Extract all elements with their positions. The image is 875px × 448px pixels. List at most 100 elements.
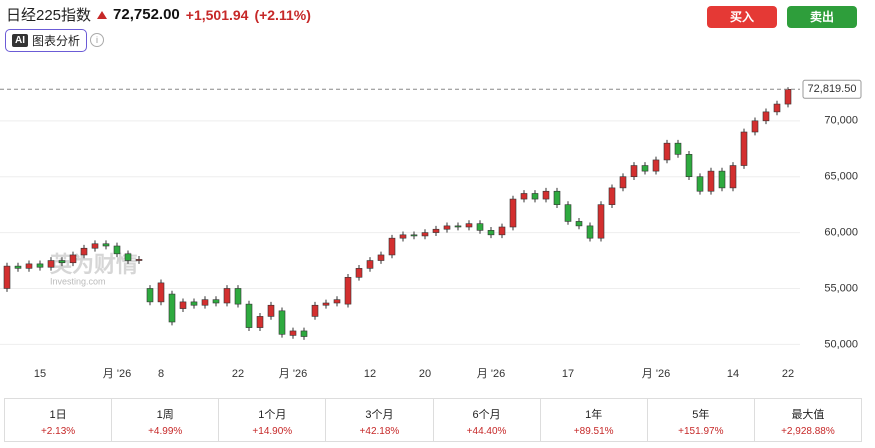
candle-body	[773, 103, 781, 113]
candle-body	[663, 142, 671, 161]
change: +1,501.94	[185, 6, 249, 23]
y-tick-label: 55,000	[824, 282, 858, 294]
candle-body	[454, 225, 462, 228]
candle-body	[157, 282, 165, 303]
candle-body	[146, 288, 154, 303]
buy-button[interactable]: 买入	[707, 6, 777, 28]
candle-body	[333, 299, 341, 304]
period-cell[interactable]: 最大值 +2,928.88%	[755, 399, 861, 441]
candle-body	[498, 226, 506, 236]
candle-body	[718, 170, 726, 189]
candle-body	[344, 276, 352, 305]
candle-body	[784, 89, 792, 105]
candle-body	[14, 265, 22, 269]
period-label: 1周	[156, 409, 174, 421]
chart: 英为财情 Investing.com 50,000 55,000 60,000 65,…	[0, 79, 862, 380]
candle-body	[487, 230, 495, 236]
candle-body	[47, 260, 55, 268]
x-tick-label: 12	[364, 368, 376, 380]
ai-label: 图表分析	[32, 34, 81, 48]
x-tick-label: 月 '26	[103, 368, 131, 380]
period-cell[interactable]: 1周 +4.99%	[112, 399, 220, 441]
x-tick-label: 17	[562, 368, 574, 380]
candle-body	[124, 253, 132, 261]
y-tick-label: 70,000	[824, 115, 858, 127]
x-tick-label: 月 '26	[279, 368, 307, 380]
candle-body	[729, 165, 737, 189]
candle-body	[3, 265, 11, 289]
period-change: +42.18%	[359, 426, 400, 437]
candle-body	[542, 190, 550, 200]
period-change: +14.90%	[252, 426, 293, 437]
period-label: 最大值	[791, 409, 825, 421]
candle-body	[58, 260, 66, 264]
candle-body	[685, 154, 693, 178]
ai-badge: AI	[12, 34, 28, 47]
change-pct: (+2.11%)	[254, 6, 311, 23]
period-change: +2,928.88%	[781, 426, 835, 437]
candle-body	[388, 237, 396, 256]
candle-body	[443, 225, 451, 230]
candle-body	[102, 243, 110, 247]
candle-body	[696, 176, 704, 192]
header: 日经225指数 72,752.00 +1,501.94 (+2.11%)	[6, 4, 311, 25]
x-tick-label: 8	[158, 368, 164, 380]
candle-body	[278, 310, 286, 335]
x-tick-label: 月 '26	[642, 368, 670, 380]
candle-body	[707, 170, 715, 192]
candle-body	[377, 254, 385, 261]
period-cell[interactable]: 1年 +89.51%	[541, 399, 648, 441]
period-cell[interactable]: 6个月 +44.40%	[434, 399, 541, 441]
x-tick-label: 20	[419, 368, 431, 380]
candle-body	[135, 259, 143, 261]
last-price-label: 72,819.50	[808, 83, 857, 95]
x-tick-label: 22	[782, 368, 794, 380]
candle-body	[190, 301, 198, 306]
period-table: 1日 +2.13% 1周 +4.99% 1个月 +14.90% 3个月 +42.18% 6个月 +…	[4, 398, 862, 442]
period-change: +44.40%	[466, 426, 507, 437]
period-label: 3个月	[365, 409, 394, 421]
candle-body	[575, 221, 583, 227]
candle-body	[399, 234, 407, 239]
candle-body	[674, 142, 682, 155]
ai-button[interactable]: AI 图表分析	[5, 29, 88, 52]
candle-body	[476, 223, 484, 231]
period-label: 5年	[692, 409, 710, 421]
period-label: 1个月	[258, 409, 287, 421]
last-price-box	[802, 79, 862, 99]
period-cell[interactable]: 1日 +2.13%	[5, 399, 113, 441]
watermark-sub: Investing.com	[50, 276, 106, 286]
candle-body	[762, 111, 770, 122]
candle-body	[245, 303, 253, 328]
candle-body	[80, 247, 88, 256]
candle-body	[465, 223, 473, 228]
period-change: +2.13%	[40, 426, 76, 437]
period-change: +89.51%	[573, 426, 614, 437]
period-cell[interactable]: 1个月 +14.90%	[219, 399, 327, 441]
candle-body	[212, 299, 220, 304]
period-cell[interactable]: 5年 +151.97%	[648, 399, 755, 441]
period-change: +151.97%	[678, 426, 724, 437]
price: 72,752.00	[113, 6, 180, 23]
period-label: 1年	[585, 409, 603, 421]
y-tick-label: 65,000	[824, 171, 858, 183]
candle-body	[311, 304, 319, 317]
candle-body	[597, 204, 605, 239]
period-cell[interactable]: 3个月 +42.18%	[326, 399, 434, 441]
x-tick-label: 15	[34, 368, 46, 380]
candle-body	[179, 301, 187, 309]
info-icon[interactable]: i	[90, 33, 104, 47]
candle-body	[652, 159, 660, 172]
candle-body	[322, 302, 330, 306]
candle-body	[69, 254, 77, 264]
candle-body	[201, 299, 209, 306]
candle-body	[553, 190, 561, 205]
candle-body	[630, 165, 638, 178]
y-tick-label: 50,000	[824, 338, 858, 350]
candle-body	[740, 131, 748, 166]
sell-button[interactable]: 卖出	[787, 6, 857, 28]
candle-body	[234, 288, 242, 305]
candle-body	[300, 330, 308, 337]
candle-body	[25, 263, 33, 269]
period-change: +4.99%	[148, 426, 183, 437]
